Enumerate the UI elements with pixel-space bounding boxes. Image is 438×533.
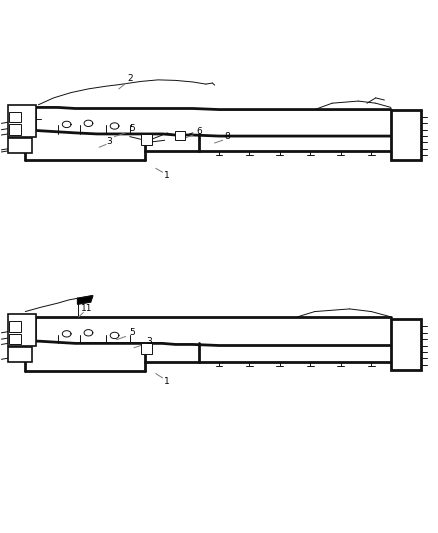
Bar: [391, 110, 420, 160]
Text: 2: 2: [127, 74, 133, 83]
Text: 1: 1: [164, 171, 170, 180]
Bar: [8, 105, 36, 136]
Bar: [8, 347, 32, 362]
Text: 5: 5: [129, 328, 135, 337]
Text: 3: 3: [146, 337, 152, 346]
Bar: [8, 138, 32, 152]
Bar: [9, 124, 21, 135]
Text: 3: 3: [106, 138, 112, 147]
Text: 11: 11: [81, 304, 92, 313]
Text: 6: 6: [197, 127, 202, 136]
Bar: [391, 319, 420, 370]
Bar: [8, 314, 36, 346]
Bar: [9, 334, 21, 344]
Polygon shape: [78, 296, 93, 304]
Bar: [9, 112, 21, 122]
Bar: [141, 134, 152, 144]
Bar: [176, 131, 185, 140]
Text: 1: 1: [164, 377, 170, 386]
Bar: [141, 343, 152, 354]
Bar: [9, 321, 21, 332]
Text: 5: 5: [129, 124, 135, 133]
Text: 8: 8: [225, 132, 230, 141]
